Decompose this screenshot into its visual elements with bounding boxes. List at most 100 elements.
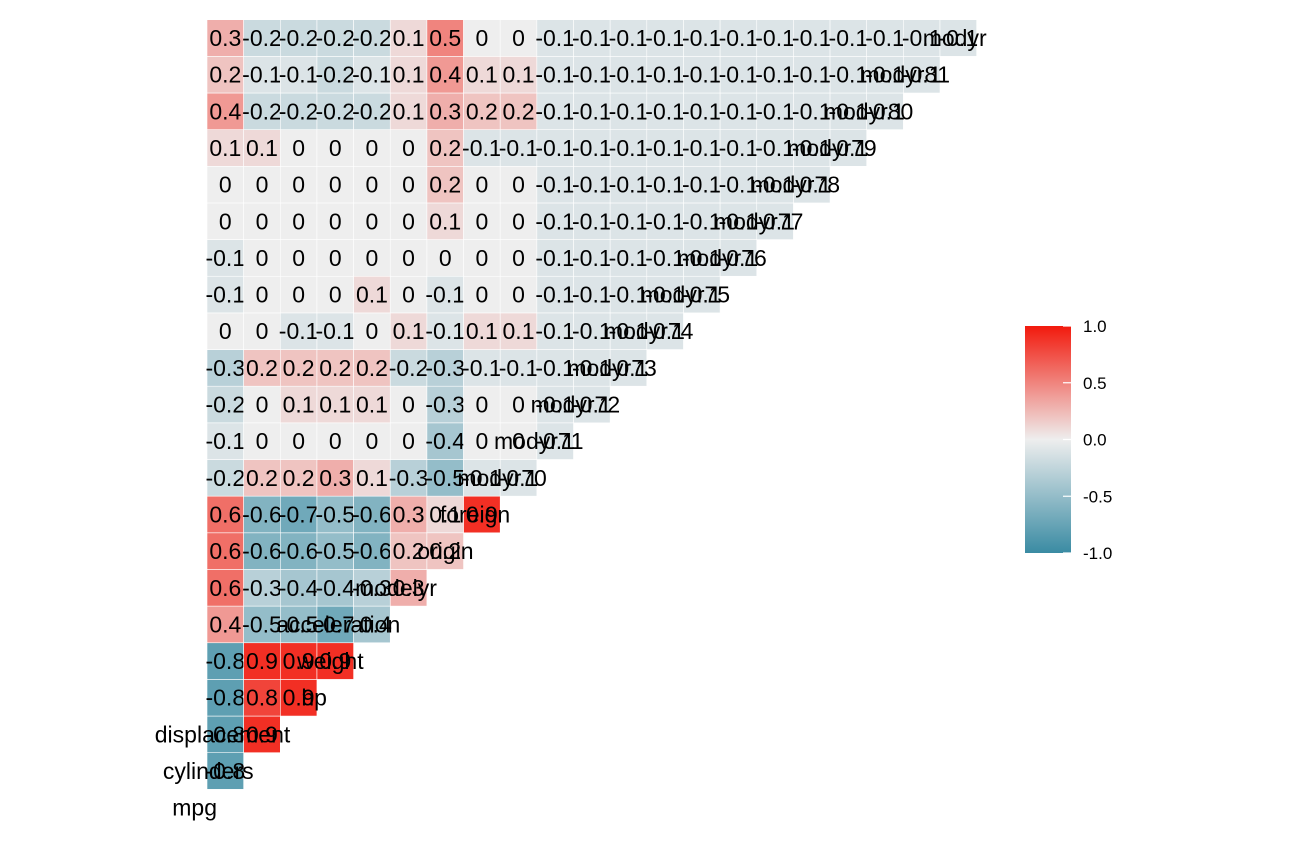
heatmap-cell [243,569,281,607]
cell-value-label: -0.3 [352,575,392,601]
cell-value-label: 0 [256,245,269,271]
cell-value-label: -0.4 [425,428,465,454]
cell-value-label: -0.1 [719,62,759,88]
heatmap-cell [719,166,758,204]
heatmap-cell [206,422,244,460]
cell-value-label: -0.1 [645,282,685,308]
heatmap-cell [316,605,354,644]
cell-value-label: -0.1 [572,98,612,124]
cell-value-label: -0.1 [792,135,832,161]
variable-labels: mpg cylinders displacement hp weight accelera… [155,25,987,821]
cell-value-label: -0.1 [719,208,759,234]
cell-value-label: -0.1 [755,25,795,51]
heatmap-cell [646,56,684,94]
cell-value-label: 0.9 [319,648,351,674]
cell-value-label: -0.2 [279,98,319,124]
variable-label: modyr71 [494,428,583,454]
cell-value-label: -0.1 [499,465,539,491]
heatmap-cell [536,202,574,240]
cell-value-label: -0.1 [279,62,319,88]
cell-value-label: -0.1 [645,25,685,51]
heatmap-cell [389,569,428,607]
cell-value-label: 0.2 [466,98,498,124]
cell-value-label: 0.2 [246,355,278,381]
cell-value-label: 0 [475,245,488,271]
heatmap-cell [609,56,648,94]
variable-label: mpg [172,795,217,821]
cell-value-label: 0 [402,208,415,234]
heatmap-cell [389,56,428,94]
cell-value-label: 0.1 [246,135,278,161]
cell-value-label: 0.1 [466,62,498,88]
heatmap-cell [756,56,794,94]
heatmap-cell [426,166,464,204]
cell-value-label: 0.2 [429,538,461,564]
cell-value-label: -0.8 [205,721,245,747]
variable-label: modyr73 [567,355,656,381]
cell-value-label: -0.2 [352,25,392,51]
cell-value-label: -0.5 [315,538,355,564]
heatmap-cell [536,129,574,167]
cell-value-label: 0.3 [209,25,241,51]
cell-value-label: -0.1 [829,62,869,88]
heatmap-cell [426,239,464,277]
cell-value-label: -0.4 [315,575,355,601]
variable-label: modyr77 [714,208,803,234]
heatmap-cell [353,532,391,570]
heatmap-cell [353,349,391,387]
heatmap-cell [279,532,318,570]
cell-value-label: 0.2 [393,538,425,564]
cell-value-label: -0.6 [279,538,319,564]
cell-value-label: 0.1 [393,318,425,344]
heatmap-cell [353,605,391,644]
cell-value-label: -0.6 [242,501,282,527]
cell-value-label: -0.4 [352,611,392,637]
cell-value-label: -0.1 [609,98,649,124]
variable-label: modyr81 [861,62,950,88]
heatmap-cell [353,422,391,460]
heatmap-cell [719,202,758,240]
cell-value-label: 0 [402,245,415,271]
heatmap-cell [793,166,831,204]
cell-value-label: 0.1 [209,135,241,161]
heatmap-cells: -0.8-0.8 0.9-0.8 0.8 0.9-0.8 0.9 0.9 0.90.4 -0.… [205,19,978,790]
cell-value-label: 0.1 [429,208,461,234]
variable-label: origin [417,538,473,564]
heatmap-cell [316,532,354,570]
cell-value-label: 0.1 [503,318,535,344]
cell-value-label: 0.6 [209,575,241,601]
heatmap-cell [793,129,831,167]
cell-value-label: -0.1 [205,245,245,271]
heatmap-cell [719,239,758,277]
cell-value-label: -0.1 [682,62,722,88]
cell-value-label: 0.2 [319,355,351,381]
heatmap-cell [316,495,354,534]
variable-label: modyr75 [641,282,730,308]
cell-value-label: -0.8 [205,685,245,711]
heatmap-cell [206,349,244,387]
legend-tick-label: -0.5 [1083,487,1112,506]
heatmap-cell [316,56,354,94]
cell-value-label: -0.1 [279,318,319,344]
cell-value-label: -0.1 [572,135,612,161]
heatmap-cell [426,92,464,130]
cell-value-label: 0.1 [356,465,388,491]
heatmap-cell [316,275,354,314]
cell-value-label: -0.1 [572,172,612,198]
cell-value-label: -0.1 [902,62,942,88]
cell-value-label: 0.2 [429,172,461,198]
cell-value-label: 0 [219,208,232,234]
heatmap-cell [316,239,354,277]
cell-value-label: -0.1 [462,465,502,491]
variable-label: cylinders [163,758,254,784]
heatmap-cell [389,239,428,277]
heatmap-cell [426,202,464,240]
cell-value-label: 0 [292,208,305,234]
heatmap-cell [646,19,684,57]
heatmap-cell [316,385,354,424]
heatmap-cell [279,166,318,204]
heatmap-cell [243,92,281,130]
cell-value-label: -0.1 [572,355,612,381]
cell-value-label: 0 [475,172,488,198]
cell-value-label: 0.4 [429,62,461,88]
